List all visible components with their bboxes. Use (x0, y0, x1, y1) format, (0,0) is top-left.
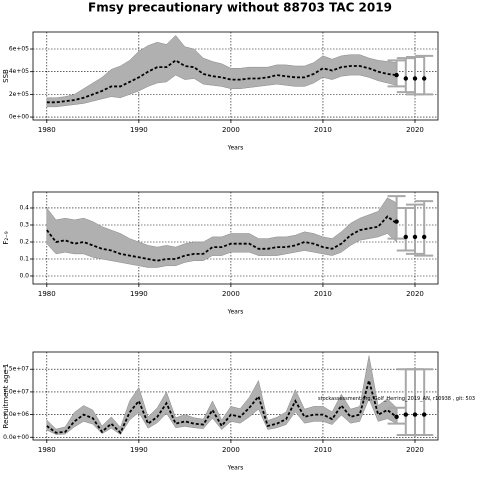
x-tick-label: 2000 (222, 290, 240, 298)
y-tick-label: 1.5e+07 (3, 366, 29, 373)
projection-point (421, 234, 427, 240)
chart-title: Fmsy precautionary without 88703 TAC 201… (88, 1, 392, 15)
median-line (46, 59, 397, 104)
y-tick-label: 0.0 (19, 273, 29, 280)
y-tick-label: 0.3 (19, 221, 29, 228)
x-tick-label: 1980 (38, 446, 56, 454)
projection-point (421, 412, 427, 417)
x-tick-label: 2020 (406, 126, 424, 134)
y-tick-label: 0.0e+00 (3, 434, 29, 441)
y-tick-label: 4e+05 (9, 68, 29, 75)
y-tick-label: 0e+00 (9, 114, 29, 121)
plot-frame (32, 351, 439, 441)
projection-point (412, 234, 418, 240)
y-tick-label: 6e+05 (9, 46, 29, 53)
plot-frame (32, 31, 439, 121)
y-tick-label: 0.1 (19, 256, 29, 263)
x-tick-label: 2000 (222, 126, 240, 134)
projection-point (412, 412, 418, 417)
x-axis-label: Years (227, 465, 244, 472)
x-tick-label: 1980 (38, 290, 56, 298)
y-tick-label: 0.2 (19, 238, 29, 245)
median-line (46, 377, 398, 435)
projection-point (403, 234, 408, 240)
projection-point (403, 412, 408, 417)
y-tick-label: 1.0e+07 (3, 388, 29, 395)
median-line (46, 215, 398, 262)
x-axis-label: Years (227, 145, 244, 152)
x-tick-label: 1990 (130, 126, 148, 134)
y-tick-label: 2e+05 (9, 91, 29, 98)
x-tick-label: 2010 (314, 290, 332, 298)
projection-point (394, 219, 399, 224)
y-tick-label: 0.4 (19, 204, 29, 211)
projection-point (394, 414, 399, 420)
x-tick-label: 1990 (130, 290, 148, 298)
y-tick-label: 5.0e+06 (3, 411, 29, 418)
x-tick-label: 2020 (406, 290, 424, 298)
plot-frame (32, 191, 439, 285)
confidence-band (46, 35, 397, 108)
x-tick-label: 1990 (130, 446, 148, 454)
y-axis-label: F₂₋₉ (2, 231, 10, 245)
y-axis-label: SSB (2, 69, 10, 83)
x-tick-label: 2020 (406, 446, 424, 454)
x-tick-label: 2000 (222, 446, 240, 454)
x-tick-label: 2010 (314, 126, 332, 134)
x-axis-label: Years (227, 309, 244, 316)
projection-point (412, 76, 418, 81)
projection-point (394, 72, 399, 78)
y-axis-label: Recruitment age 1 (2, 364, 10, 429)
x-tick-label: 2010 (314, 446, 332, 454)
confidence-band (46, 197, 397, 268)
projection-point (403, 76, 408, 81)
x-tick-label: 1980 (38, 126, 56, 134)
projection-point (421, 76, 427, 81)
annotation: stockassessment.org, Golf_Herring_2019_A… (318, 396, 475, 402)
confidence-band (46, 355, 397, 435)
